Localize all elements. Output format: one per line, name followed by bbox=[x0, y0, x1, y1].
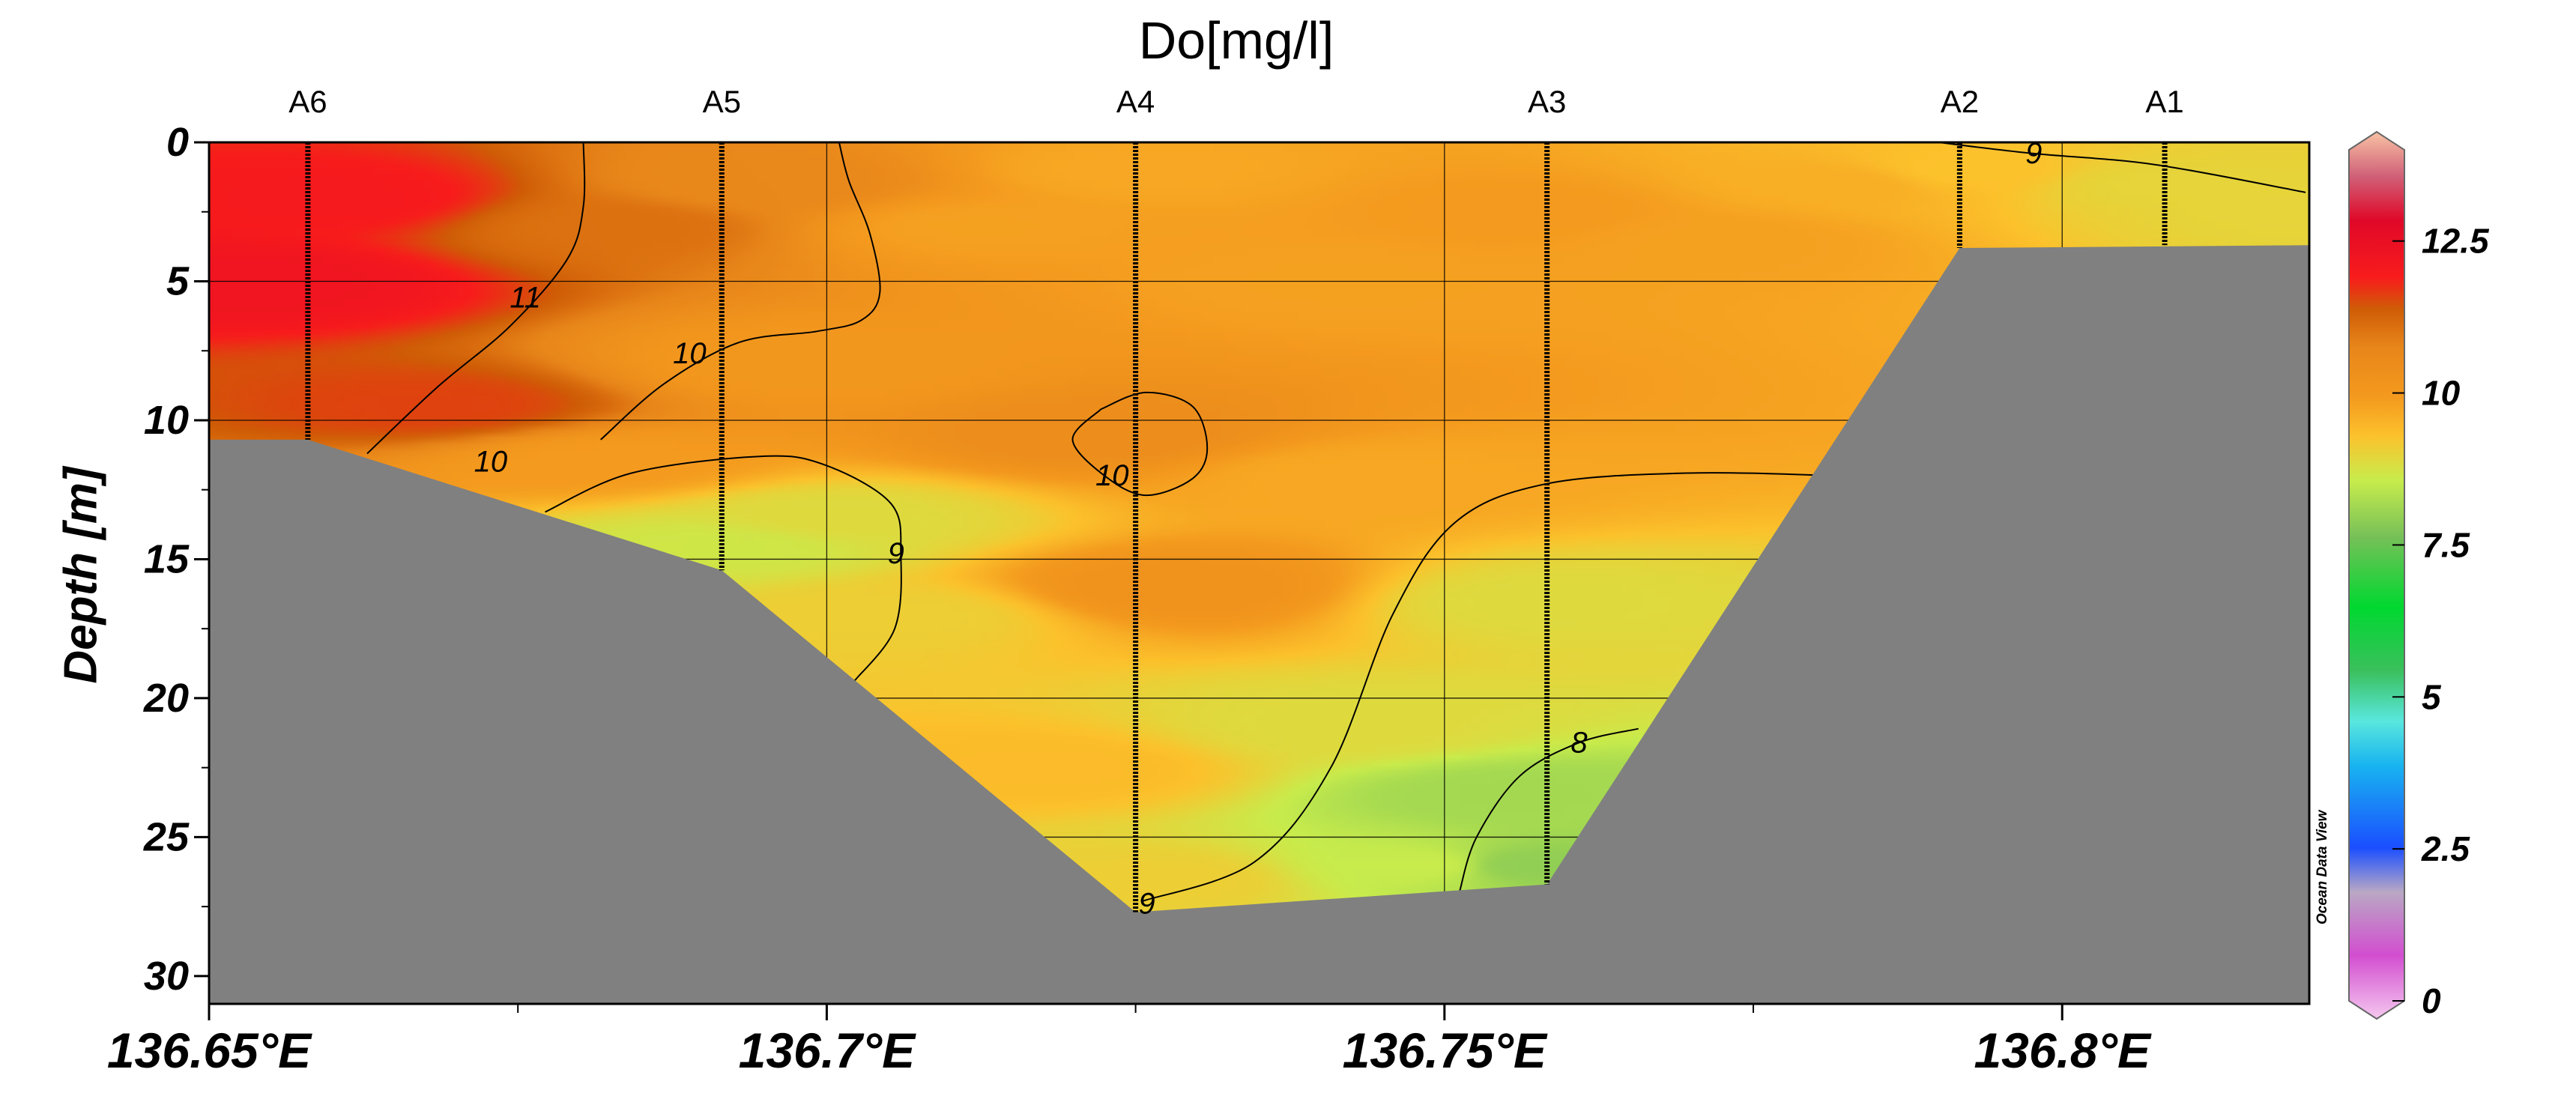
contour-label: 9 bbox=[1138, 887, 1155, 920]
station-label: A6 bbox=[288, 84, 327, 119]
y-tick-label: 30 bbox=[144, 954, 189, 999]
colorbar: 0 2.5 5 7.5 10 12.5 bbox=[2348, 130, 2490, 1020]
colorbar-tick-label: 10 bbox=[2422, 374, 2461, 413]
contour-line-9 bbox=[1938, 142, 2306, 193]
station-casts: A6 A5 A4 A3 A2 A1 bbox=[288, 84, 2184, 912]
y-tick-label: 15 bbox=[144, 536, 190, 581]
plot-frame bbox=[208, 141, 2311, 1005]
contour-label: 9 bbox=[888, 537, 904, 570]
contour-label: 8 bbox=[1570, 726, 1588, 759]
colorbar-tick-label: 12.5 bbox=[2422, 222, 2490, 261]
colorbar-tick-label: 7.5 bbox=[2422, 525, 2470, 564]
contour-line-9 bbox=[545, 455, 902, 682]
contour-label: 10 bbox=[673, 337, 707, 370]
x-tick-label: 136.8°E bbox=[1974, 1023, 2152, 1078]
contour-label: 11 bbox=[510, 282, 541, 315]
y-tick-label: 5 bbox=[166, 258, 190, 303]
contour-label: 10 bbox=[1095, 459, 1129, 492]
contour-label: 10 bbox=[474, 446, 508, 479]
y-tick-label: 10 bbox=[144, 398, 189, 443]
station-label: A5 bbox=[703, 84, 741, 119]
station-label: A2 bbox=[1941, 84, 1979, 119]
axes-layer: 136.65°E 136.7°E 136.75°E 136.8°E 0 5 10 15 20 25… bbox=[107, 120, 2152, 1078]
station-label: A1 bbox=[2145, 84, 2183, 119]
station-label: A4 bbox=[1116, 84, 1155, 119]
colorbar-bar bbox=[2348, 130, 2405, 1020]
x-tick-label: 136.65°E bbox=[107, 1023, 312, 1078]
contour-label: 9 bbox=[2025, 137, 2042, 170]
y-tick-label: 25 bbox=[143, 814, 190, 859]
chart-title: Do[mg/l] bbox=[1138, 11, 1334, 70]
y-tick-label: 20 bbox=[143, 676, 189, 721]
station-label: A3 bbox=[1528, 84, 1566, 119]
y-tick-label: 0 bbox=[166, 120, 189, 165]
contour-line-9 bbox=[1143, 472, 1842, 902]
contour-line-10 bbox=[1071, 391, 1209, 497]
contour-lines bbox=[366, 142, 2306, 902]
contour-line-11 bbox=[366, 142, 586, 455]
colorbar-tick-label: 0 bbox=[2422, 981, 2441, 1020]
contour-label-layer: 11 10 10 9 10 8 9 9 bbox=[474, 137, 2043, 921]
x-tick-label: 136.75°E bbox=[1343, 1023, 1548, 1078]
contour-line-10 bbox=[600, 142, 881, 441]
seafloor-mask bbox=[209, 245, 2309, 1004]
colorbar-tick-label: 2.5 bbox=[2421, 829, 2470, 868]
x-tick-label: 136.7°E bbox=[739, 1023, 917, 1078]
colorbar-tick-label: 5 bbox=[2422, 677, 2442, 716]
contour-line-8 bbox=[1458, 727, 1639, 893]
